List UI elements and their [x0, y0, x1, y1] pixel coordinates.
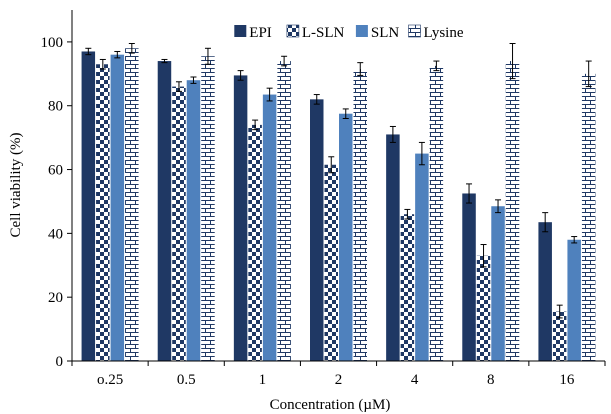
y-tick-label: 20 — [48, 290, 63, 306]
error-bar-l-sln — [175, 81, 182, 92]
x-tick-label: 16 — [559, 372, 575, 388]
bar-l-sln — [400, 214, 415, 361]
legend-item-l-sln: L-SLN — [286, 24, 345, 41]
bar-lysine — [125, 48, 139, 362]
error-bar-sln — [266, 87, 273, 102]
error-bar-epi — [389, 125, 396, 143]
error-bar-lysine — [585, 60, 592, 88]
error-bar-epi — [313, 94, 320, 105]
error-bar-lysine — [357, 62, 364, 76]
legend: EPI L-SLN SLN Lysine — [234, 24, 464, 41]
bar-sln — [262, 94, 277, 362]
bar-epi — [386, 134, 400, 361]
bar-l-sln — [248, 124, 262, 361]
bar-lysine — [277, 61, 291, 362]
y-tick-label: 0 — [56, 354, 64, 370]
y-tick-label: 40 — [48, 226, 63, 242]
error-bar-sln — [114, 50, 121, 59]
x-axis-title: Concentration (µM) — [270, 397, 391, 413]
error-bar-l-sln — [328, 156, 335, 174]
x-tick-label: 0.5 — [177, 372, 196, 388]
error-bar-l-sln — [556, 304, 563, 319]
bar-l-sln — [172, 86, 186, 361]
error-bars-layer — [85, 43, 592, 319]
x-tick-label: o.25 — [97, 372, 123, 388]
bar-l-sln — [324, 164, 338, 361]
bar-epi — [310, 99, 324, 361]
bar-sln — [491, 206, 505, 361]
legend-item-epi: EPI — [234, 25, 272, 41]
bar-sln — [110, 54, 125, 361]
error-bar-epi — [161, 58, 168, 64]
error-bar-lysine — [509, 43, 516, 80]
bar-epi — [81, 51, 96, 362]
legend-label: EPI — [249, 25, 272, 41]
x-tick-label: 4 — [411, 372, 419, 388]
error-bar-epi — [466, 183, 473, 204]
bar-sln — [567, 239, 581, 361]
legend-label: SLN — [371, 25, 400, 41]
legend-swatch — [234, 25, 247, 37]
bar-epi — [157, 61, 172, 362]
bar-lysine — [505, 61, 520, 362]
bar-lysine — [429, 65, 444, 361]
bar-lysine — [201, 56, 215, 361]
bar-epi — [538, 222, 552, 361]
bar-lysine — [353, 69, 367, 362]
bar-epi — [462, 193, 476, 361]
legend-label: Lysine — [424, 25, 464, 41]
y-tick-label: 100 — [41, 35, 64, 51]
legend-item-sln: SLN — [355, 25, 400, 41]
error-bar-lysine — [204, 47, 211, 65]
error-bar-sln — [495, 199, 502, 214]
error-bar-lysine — [433, 60, 440, 72]
x-tick-label: 2 — [335, 372, 343, 388]
legend-swatch — [355, 25, 368, 37]
error-bar-l-sln — [99, 58, 106, 70]
legend-label: L-SLN — [302, 25, 345, 41]
error-bar-sln — [571, 236, 578, 244]
bar-lysine — [581, 73, 596, 362]
plot-area: 0 20 40 60 80 100 o.25 0.5 1 2 4 8 16 — [41, 10, 606, 388]
error-bar-epi — [542, 212, 549, 233]
error-bar-epi — [85, 47, 92, 56]
bar-sln — [339, 113, 353, 361]
bar-sln — [415, 153, 429, 361]
error-bar-l-sln — [252, 119, 259, 131]
bars-layer — [81, 48, 596, 362]
legend-swatch — [408, 24, 421, 38]
bar-l-sln — [476, 255, 491, 361]
error-bar-lysine — [281, 55, 288, 67]
bar-l-sln — [552, 311, 567, 361]
error-bar-l-sln — [404, 208, 411, 220]
x-tick-label: 1 — [259, 372, 267, 388]
x-axis-ticks: o.25 0.5 1 2 4 8 16 — [71, 361, 606, 388]
error-bar-epi — [237, 70, 244, 81]
bar-l-sln — [96, 64, 110, 361]
error-bar-sln — [342, 108, 349, 119]
bar-sln — [186, 80, 201, 361]
y-axis-ticks: 0 20 40 60 80 100 — [41, 35, 72, 370]
y-tick-label: 80 — [48, 99, 63, 115]
bar-epi — [233, 75, 248, 361]
error-bar-l-sln — [480, 244, 487, 268]
y-axis-title: Cell viability (%) — [8, 133, 24, 238]
legend-item-lysine: Lysine — [408, 24, 464, 41]
legend-swatch — [286, 24, 300, 38]
y-tick-label: 60 — [48, 163, 63, 179]
x-tick-label: 8 — [487, 372, 495, 388]
error-bar-lysine — [128, 43, 135, 54]
error-bar-sln — [190, 76, 197, 84]
error-bar-sln — [418, 141, 425, 166]
